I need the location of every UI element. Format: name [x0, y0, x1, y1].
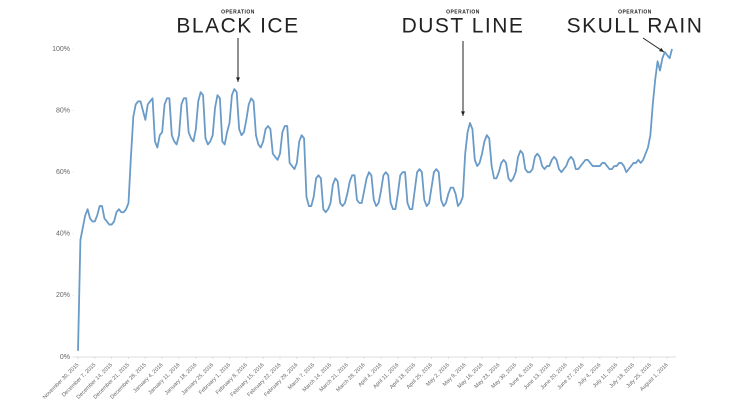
y-tick-label: 20% — [56, 292, 70, 299]
annotation-kicker: OPERATION — [618, 9, 652, 15]
data-line — [77, 48, 673, 351]
annotation-kicker: OPERATION — [446, 9, 480, 15]
y-tick-label: 0% — [60, 354, 70, 361]
arrow-head — [461, 111, 465, 116]
annotation-label: SKULL RAIN — [567, 15, 704, 38]
annotation-kicker: OPERATION — [221, 9, 255, 15]
y-tick-label: 100% — [52, 46, 70, 53]
annotation-label: BLACK ICE — [176, 15, 299, 38]
y-tick-label: 80% — [56, 107, 70, 114]
annotation-label: DUST LINE — [402, 15, 525, 38]
arrow-head — [659, 47, 664, 52]
arrow-head — [236, 77, 240, 82]
y-tick-label: 40% — [56, 231, 70, 238]
y-tick-label: 60% — [56, 169, 70, 176]
